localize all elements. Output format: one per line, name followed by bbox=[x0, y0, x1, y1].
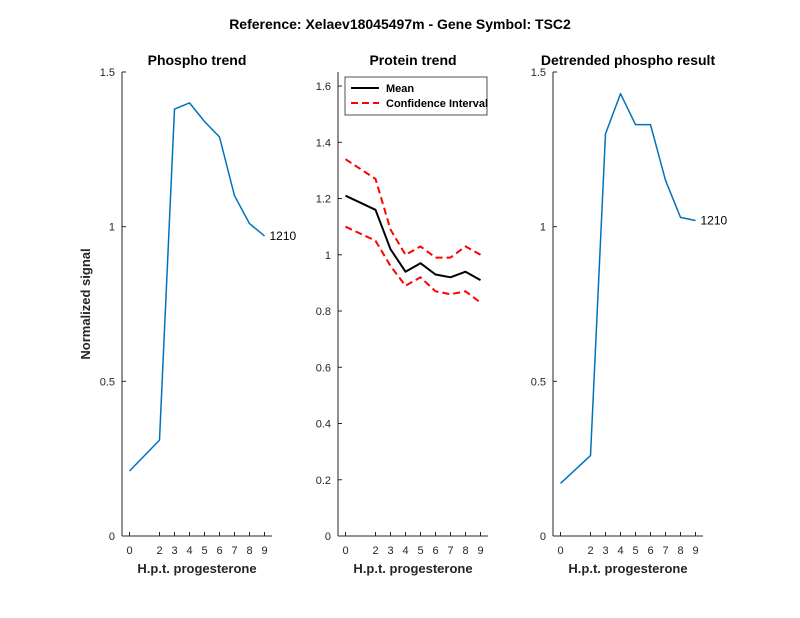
x-tick-label: 3 bbox=[387, 545, 393, 557]
legend-box bbox=[344, 76, 488, 116]
x-tick-label: 4 bbox=[186, 545, 192, 557]
x-tick-label: 9 bbox=[261, 545, 267, 557]
y-tick-label: 0.6 bbox=[316, 362, 331, 374]
x-tick-label: 8 bbox=[677, 545, 683, 557]
x-tick-label: 8 bbox=[246, 545, 252, 557]
x-axis-label: H.p.t. progesterone bbox=[137, 561, 256, 576]
y-tick-label: 0 bbox=[109, 531, 115, 543]
x-tick-label: 0 bbox=[557, 545, 563, 557]
y-tick-label: 1.5 bbox=[531, 67, 546, 79]
x-axis-label: H.p.t. progesterone bbox=[568, 561, 687, 576]
y-axis-label: Normalized signal bbox=[78, 248, 93, 359]
x-tick-label: 5 bbox=[417, 545, 423, 557]
series-end-label: 1210 bbox=[270, 229, 297, 243]
x-tick-label: 9 bbox=[477, 545, 483, 557]
x-tick-label: 6 bbox=[432, 545, 438, 557]
chart-panel-3: 0 0.5 1 1.5 0 2 3 4 5 6 7 8 9 Detrended phospho resul… bbox=[531, 52, 728, 576]
x-tick-label: 3 bbox=[171, 545, 177, 557]
x-tick-label: 6 bbox=[647, 545, 653, 557]
x-tick-label: 4 bbox=[402, 545, 408, 557]
x-tick-label: 6 bbox=[216, 545, 222, 557]
x-tick-label: 2 bbox=[372, 545, 378, 557]
y-tick-label: 1.6 bbox=[316, 81, 331, 93]
x-tick-label: 2 bbox=[156, 545, 162, 557]
y-tick-label: 0.5 bbox=[100, 376, 115, 388]
chart-title: Detrended phospho result bbox=[541, 52, 716, 68]
x-tick-label: 7 bbox=[662, 545, 668, 557]
chart-panel-2: 0 0.2 0.4 0.6 0.8 1 1.2 1.4 1.6 0 2 3 4 5 6 7 8 9 Protein … bbox=[316, 52, 488, 576]
legend-entry-label: Mean bbox=[386, 83, 414, 95]
x-tick-label: 0 bbox=[342, 545, 348, 557]
y-tick-label: 0.4 bbox=[316, 419, 331, 431]
y-tick-label: 1 bbox=[109, 222, 115, 234]
figure-suptitle: Reference: Xelaev18045497m - Gene Symbol… bbox=[229, 16, 571, 32]
y-tick-label: 0.2 bbox=[316, 475, 331, 487]
x-tick-label: 3 bbox=[602, 545, 608, 557]
x-tick-label: 9 bbox=[692, 545, 698, 557]
x-tick-label: 7 bbox=[447, 545, 453, 557]
legend-entry-label: Confidence Interval bbox=[386, 98, 488, 110]
y-tick-label: 0.5 bbox=[531, 376, 546, 388]
series-end-label: 1210 bbox=[701, 213, 728, 227]
x-tick-label: 4 bbox=[617, 545, 623, 557]
x-tick-label: 7 bbox=[231, 545, 237, 557]
x-tick-label: 8 bbox=[462, 545, 468, 557]
y-tick-label: 0 bbox=[325, 531, 331, 543]
x-tick-label: 5 bbox=[201, 545, 207, 557]
series-line-3 bbox=[345, 225, 482, 304]
series-line-1 bbox=[559, 92, 696, 484]
x-tick-label: 5 bbox=[632, 545, 638, 557]
y-tick-label: 1.4 bbox=[316, 137, 331, 149]
y-tick-label: 1 bbox=[325, 250, 331, 262]
y-tick-label: 1.2 bbox=[316, 194, 331, 206]
y-tick-label: 0 bbox=[540, 531, 546, 543]
y-tick-label: 1.5 bbox=[100, 67, 115, 79]
y-tick-label: 1 bbox=[540, 222, 546, 234]
legend: Mean Confidence Interval bbox=[344, 76, 488, 116]
series-line-2 bbox=[344, 158, 481, 259]
x-axis-label: H.p.t. progesterone bbox=[353, 561, 472, 576]
x-tick-label: 2 bbox=[587, 545, 593, 557]
series-line-1 bbox=[345, 194, 481, 281]
x-tick-label: 0 bbox=[126, 545, 132, 557]
chart-title: Protein trend bbox=[369, 52, 456, 68]
series-line-1 bbox=[128, 102, 265, 472]
chart-panel-1: 0 0.5 1 1.5 0 2 3 4 5 6 7 8 9 Phospho trend H.p.t. pro… bbox=[78, 52, 297, 576]
chart-title: Phospho trend bbox=[148, 52, 247, 68]
y-tick-label: 0.8 bbox=[316, 306, 331, 318]
